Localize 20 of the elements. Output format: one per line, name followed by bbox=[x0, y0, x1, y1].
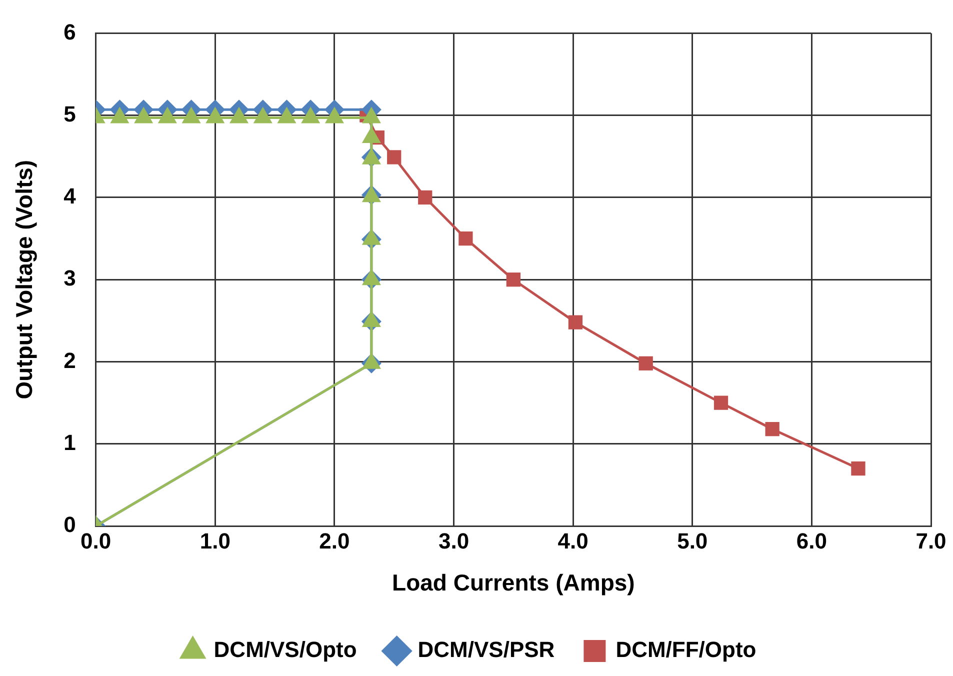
x-axis-title: Load Currents (Amps) bbox=[392, 570, 635, 596]
y-tick-label: 6 bbox=[64, 19, 76, 44]
x-tick-label: 7.0 bbox=[916, 528, 946, 554]
x-tick-label: 6.0 bbox=[796, 528, 827, 554]
y-tick-label: 5 bbox=[64, 101, 76, 126]
y-axis-title: Output Voltage (Volts) bbox=[11, 160, 38, 400]
y-tick-label: 3 bbox=[64, 266, 76, 291]
y-tick-label: 4 bbox=[64, 184, 77, 209]
x-tick-label: 1.0 bbox=[200, 528, 230, 554]
x-tick-label: 5.0 bbox=[677, 528, 708, 554]
y-tick-label: 2 bbox=[64, 348, 76, 373]
x-tick-label: 3.0 bbox=[438, 528, 470, 554]
legend-label: DCM/VS/Opto bbox=[214, 637, 357, 662]
x-tick-label: 0.0 bbox=[80, 528, 112, 554]
legend-label: DCM/FF/Opto bbox=[616, 637, 756, 662]
legend-label: DCM/VS/PSR bbox=[418, 637, 555, 662]
x-tick-label: 2.0 bbox=[319, 528, 350, 554]
y-tick-label: 1 bbox=[64, 430, 76, 455]
y-tick-label: 0 bbox=[64, 512, 76, 538]
x-tick-label: 4.0 bbox=[558, 528, 588, 554]
